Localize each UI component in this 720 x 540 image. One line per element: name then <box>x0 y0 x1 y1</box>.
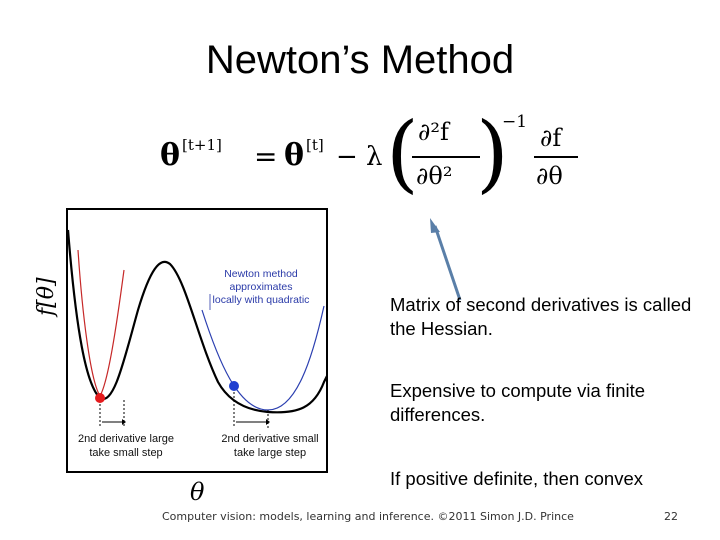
left-paren: ( <box>386 104 419 202</box>
right-current-point <box>229 381 239 391</box>
theta-next-superscript: [t+1] <box>182 136 222 154</box>
right-paren: ) <box>476 104 509 202</box>
point-convex: If positive definite, then convex <box>390 468 643 489</box>
theta-next: θ <box>160 138 181 173</box>
footer-citation: Computer vision: models, learning and in… <box>162 510 574 523</box>
gradient-fraction-bar <box>534 156 578 158</box>
function-plot: Newton method approximates locally with … <box>66 208 328 473</box>
left-caption: 2nd derivative large take small step <box>68 432 184 460</box>
newton-update-equation: θ [t+1] = θ [t] − λ ( ∂²f ∂θ² ) −1 ∂f ∂θ <box>160 104 580 210</box>
right-caption-line-1: 2nd derivative small <box>221 433 319 445</box>
annotation-line-2: approximates <box>229 281 293 293</box>
right-quadratic-curve <box>201 305 325 411</box>
right-caption: 2nd derivative small take large step <box>208 432 326 460</box>
y-axis-label: f[θ] <box>34 277 59 316</box>
annotation-line-1: Newton method <box>224 268 298 280</box>
left-caption-line-1: 2nd derivative large <box>77 433 174 445</box>
hessian-fraction-bar <box>412 156 480 158</box>
hessian-denominator: ∂θ² <box>416 162 453 190</box>
point-hessian: Matrix of second derivatives is called t… <box>390 294 692 339</box>
theta-current: θ <box>284 138 305 173</box>
inverse-exponent: −1 <box>502 112 528 132</box>
point-expensive: Expensive to compute via finite differen… <box>390 380 646 425</box>
left-quadratic-curve <box>77 249 125 398</box>
gradient-denominator: ∂θ <box>536 162 563 190</box>
minus-lambda: − λ <box>336 142 383 172</box>
right-caption-line-2: take large step <box>233 447 307 459</box>
annotation-line-3: locally with quadratic <box>212 294 310 306</box>
function-curve <box>68 229 326 414</box>
x-axis-label: θ <box>190 478 205 506</box>
equals-sign: = <box>254 140 278 173</box>
slide-title: Newton’s Method <box>205 38 515 82</box>
plot-curves <box>68 229 326 428</box>
left-caption-line-2: take small step <box>89 447 163 459</box>
hessian-numerator: ∂²f <box>418 118 449 146</box>
theta-current-superscript: [t] <box>306 136 324 154</box>
newton-annotation: Newton method approximates locally with … <box>196 268 326 307</box>
gradient-numerator: ∂f <box>540 124 562 152</box>
left-current-point <box>95 393 105 403</box>
page-number: 22 <box>664 510 678 523</box>
